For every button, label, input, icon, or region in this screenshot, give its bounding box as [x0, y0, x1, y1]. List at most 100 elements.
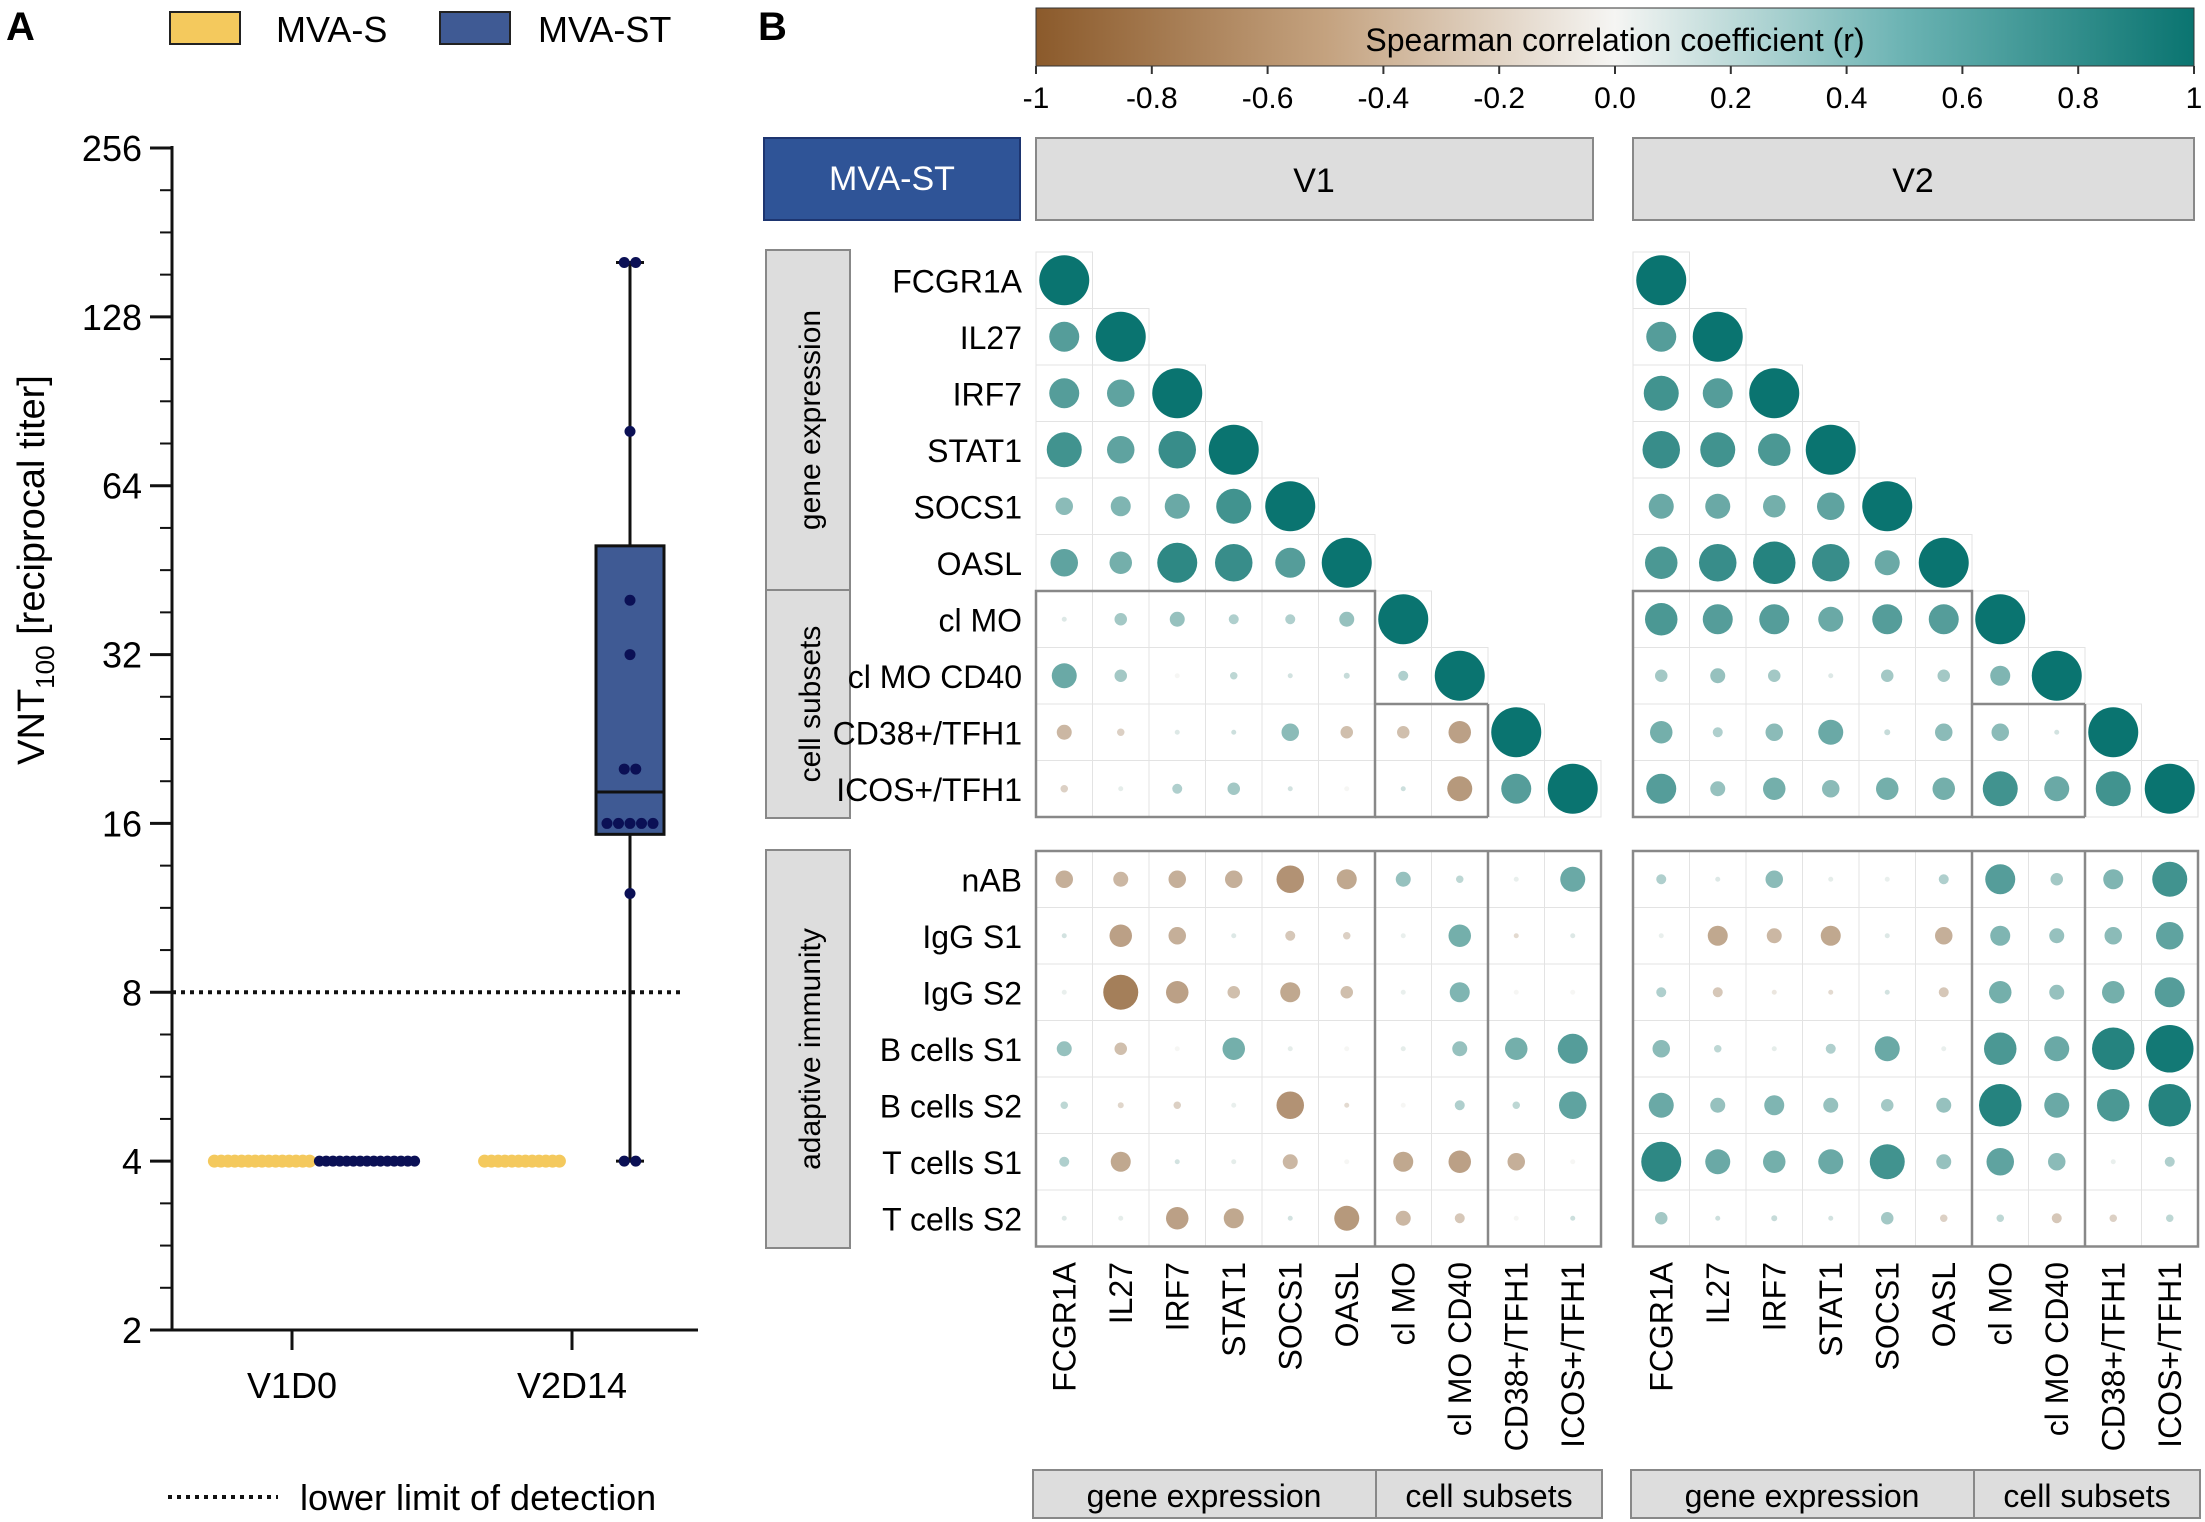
v1-corr-nab-fcgr1a: [1055, 870, 1073, 888]
v2-corr-cd38-tfh1-cl-mo: [1991, 723, 2009, 741]
v1-corr-t-cells-s1-cl-mo-cd40: [1448, 1150, 1471, 1173]
v1-corr-b-cells-s1-cl-mo-cd40: [1452, 1041, 1468, 1057]
v2-corr-nab-il27: [1715, 876, 1721, 882]
column-labels: FCGR1A IL27 IRF7 STAT1 SOCS1 OASL cl MO cl MO C…: [1046, 1261, 2188, 1451]
v2-corr-cd38-tfh1-cl-mo-cd40: [2054, 729, 2060, 735]
v1-corr-socs1-fcgr1a: [1055, 497, 1073, 515]
mva-st-data-point: [630, 256, 642, 268]
v1-corr-igg-s2-fcgr1a: [1061, 989, 1067, 995]
v2-col-label-icos-tfh1: ICOS+/TFH1: [2152, 1262, 2188, 1448]
row-label-t-cells-s2: T cells S2: [882, 1201, 1022, 1237]
v2-corr-cd38-tfh1-fcgr1a: [1650, 721, 1673, 744]
v2-corr-t-cells-s2-cl-mo-cd40: [2051, 1213, 2062, 1224]
v1-corr-t-cells-s1-fcgr1a: [1059, 1156, 1070, 1167]
panel-b: B Spearman correlation coefficient (r) -…: [758, 5, 2202, 1519]
v1-corr-b-cells-s2-cl-mo: [1400, 1102, 1406, 1108]
v1-corr-igg-s1-fcgr1a: [1061, 933, 1067, 939]
colorbar-tick-label: 0.4: [1826, 82, 1868, 115]
v1-corr-icos-tfh1-stat1: [1227, 782, 1240, 795]
v2-corr-nab-stat1: [1828, 876, 1834, 882]
v2-corr-igg-s1-socs1: [1884, 933, 1890, 939]
v1-corr-b-cells-s1-cd38-tfh1: [1505, 1037, 1528, 1060]
v1-corr-cl-mo-fcgr1a: [1061, 616, 1067, 622]
v2-corr-t-cells-s2-stat1: [1828, 1215, 1834, 1221]
mva-st-data-point: [630, 763, 642, 775]
v1-corr-icos-tfh1-cl-mo: [1400, 786, 1406, 792]
legend-label-mva-s: MVA-S: [276, 9, 387, 50]
v2-corr-b-cells-s1-cl-mo-cd40: [2044, 1036, 2070, 1062]
row-label-fcgr1a: FCGR1A: [892, 263, 1022, 299]
v2-corr-igg-s1-cl-mo-cd40: [2049, 928, 2065, 944]
v2-corr-b-cells-s2-irf7: [1764, 1095, 1785, 1116]
mva-st-data-point: [624, 817, 636, 829]
v1-corr-nab-cl-mo: [1395, 871, 1411, 887]
v2-corr-cl-mo-cd40-socs1: [1881, 669, 1894, 682]
v2-corr-t-cells-s2-oasl: [1940, 1214, 1948, 1222]
legend-swatch-mva-st: [439, 11, 511, 45]
v2-corr-oasl-oasl: [1918, 537, 1969, 588]
v2-corr-cl-mo-cd40-oasl: [1937, 669, 1950, 682]
v2-corr-socs1-socs1: [1862, 481, 1913, 532]
mva-st-data-point: [409, 1155, 421, 1167]
v1-corr-cl-mo-cd40-irf7: [1174, 673, 1180, 679]
colorbar-title: Spearman correlation coefficient (r): [1365, 22, 1864, 58]
v1-corr-t-cells-s2-cd38-tfh1: [1513, 1215, 1519, 1221]
v2-corr-icos-tfh1-oasl: [1932, 777, 1955, 800]
v1-corr-igg-s2-cl-mo-cd40: [1449, 982, 1470, 1003]
colorbar-tick-label: -0.8: [1126, 82, 1178, 115]
x-tick-label: V2D14: [517, 1365, 627, 1406]
panel-b-letter: B: [758, 5, 787, 49]
v2-corr-icos-tfh1-fcgr1a: [1646, 773, 1677, 804]
v1-corr-stat1-il27: [1107, 436, 1135, 464]
v1-corr-cl-mo-cd40-socs1: [1287, 673, 1293, 679]
v2-corr-cl-mo-cd40-stat1: [1828, 673, 1834, 679]
v1-corr-nab-cd38-tfh1: [1513, 876, 1519, 882]
v1-corr-cl-mo-cl-mo: [1378, 594, 1429, 645]
v2-corr-t-cells-s2-socs1: [1881, 1212, 1894, 1225]
v2-corr-b-cells-s2-fcgr1a: [1648, 1092, 1674, 1118]
v1-col-label-il27: IL27: [1103, 1262, 1139, 1324]
v1-corr-t-cells-s1-irf7: [1174, 1159, 1180, 1165]
v2-corr-igg-s1-irf7: [1766, 928, 1782, 944]
v1-corr-b-cells-s2-stat1: [1231, 1102, 1237, 1108]
col-group-v1-gene-expression: gene expression: [1087, 1478, 1322, 1514]
col-group-box-v2-gene: [1630, 1469, 1975, 1519]
v1-corr-igg-s2-irf7: [1166, 981, 1189, 1004]
v2-corr-stat1-stat1: [1805, 424, 1856, 475]
v1-corr-il27-il27: [1095, 311, 1146, 362]
v2-corr-t-cells-s1-cl-mo-cd40: [2048, 1153, 2066, 1171]
v2-corr-b-cells-s1-cl-mo: [1984, 1032, 2017, 1065]
v2-corr-igg-s1-cd38-tfh1: [2104, 927, 2122, 945]
colorbar-tick-label: 0.0: [1594, 82, 1636, 115]
y-tick-label: 16: [102, 803, 142, 844]
v1-corr-cd38-tfh1-irf7: [1174, 729, 1180, 735]
v1-corr-oasl-oasl: [1321, 537, 1372, 588]
colorbar-tick-label: -0.6: [1242, 82, 1294, 115]
v2-corr-igg-s1-il27: [1707, 925, 1728, 946]
mva-st-data-point: [624, 594, 636, 606]
v1-corr-cl-mo-cd40-oasl: [1343, 672, 1350, 679]
v2-header-box: [1632, 137, 2195, 221]
v1-corr-igg-s1-icos-tfh1: [1570, 933, 1576, 939]
v2-corr-t-cells-s1-oasl: [1936, 1154, 1952, 1170]
v2-corr-nab-oasl: [1938, 874, 1949, 885]
v1-col-label-icos-tfh1: ICOS+/TFH1: [1555, 1262, 1591, 1448]
v2-corr-t-cells-s1-stat1: [1818, 1149, 1844, 1175]
v1-corr-b-cells-s2-fcgr1a: [1060, 1101, 1068, 1109]
col-group-v1-cell-subsets: cell subsets: [1405, 1478, 1572, 1514]
v1-corr-igg-s2-cd38-tfh1: [1513, 989, 1519, 995]
v2-corr-icos-tfh1-stat1: [1822, 780, 1840, 798]
v1-corr-icos-tfh1-cl-mo-cd40: [1447, 776, 1473, 802]
v1-col-label-cd38-tfh1: CD38+/TFH1: [1498, 1262, 1534, 1451]
v1-corr-oasl-socs1: [1275, 547, 1306, 578]
v1-corr-nab-il27: [1113, 871, 1129, 887]
colorbar-tick-label: 0.6: [1942, 82, 1984, 115]
col-group-v2-gene-expression: gene expression: [1685, 1478, 1920, 1514]
v2-corr-icos-tfh1-socs1: [1876, 777, 1899, 800]
row-label-il27: IL27: [960, 320, 1022, 356]
v1-col-label-irf7: IRF7: [1159, 1262, 1195, 1331]
v2-corr-t-cells-s1-icos-tfh1: [2164, 1156, 2175, 1167]
v2-corr-nab-cl-mo-cd40: [2050, 873, 2063, 886]
v2-corr-cd38-tfh1-stat1: [1818, 719, 1844, 745]
